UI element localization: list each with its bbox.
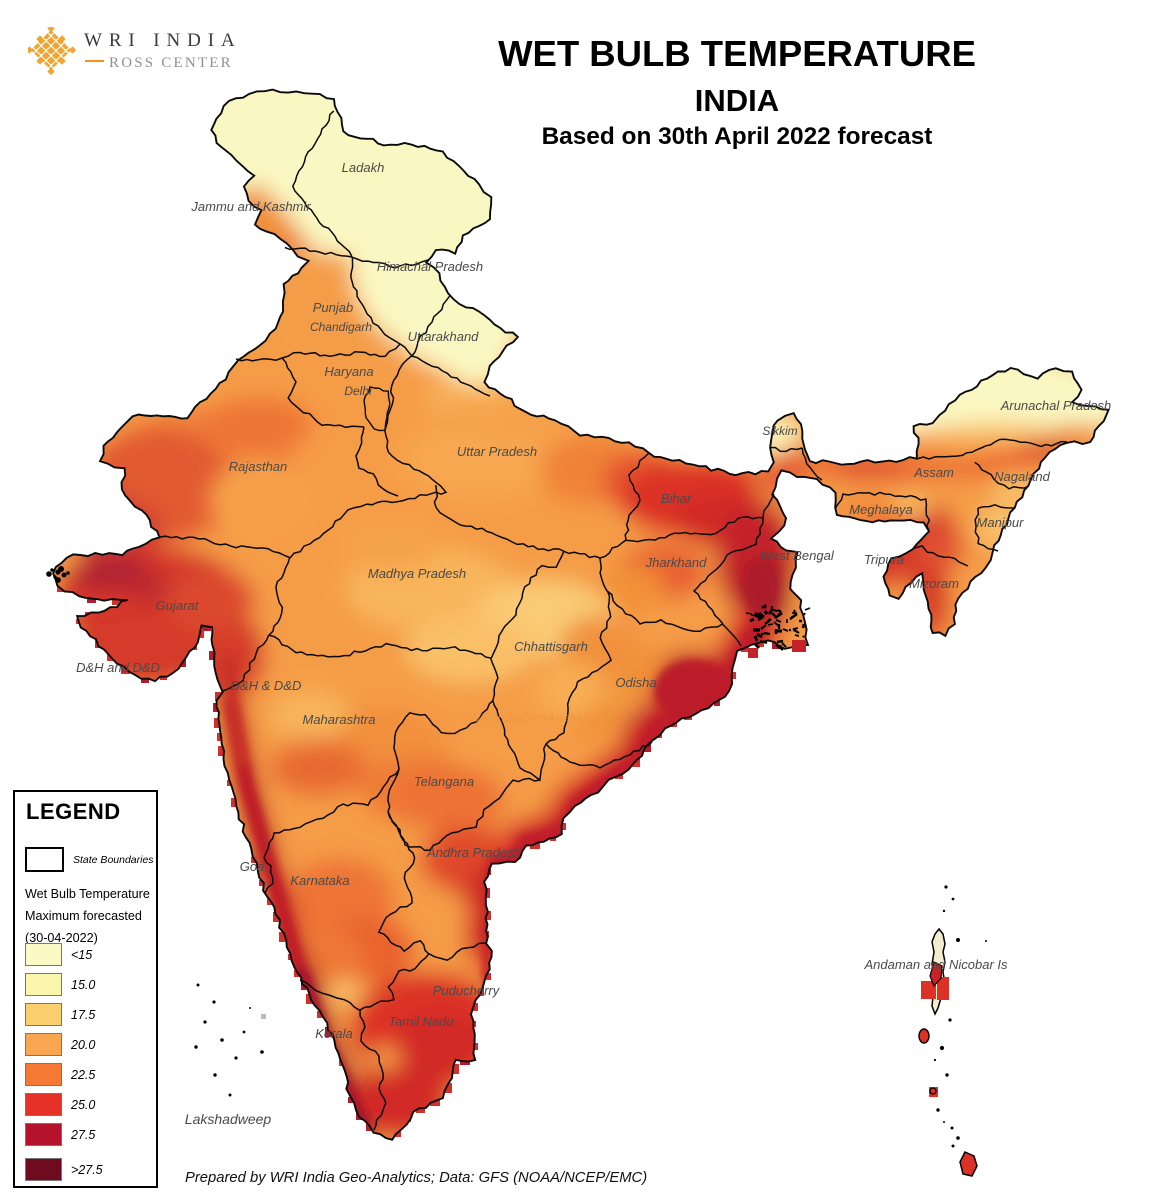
- svg-text:Odisha: Odisha: [615, 675, 656, 690]
- svg-text:Gujarat: Gujarat: [156, 598, 200, 613]
- svg-text:Mizoram: Mizoram: [909, 576, 959, 591]
- svg-text:Assam: Assam: [913, 465, 954, 480]
- svg-text:Manipur: Manipur: [977, 515, 1025, 530]
- svg-text:#WRIIndiaGeoAnalytics: #WRIIndiaGeoAnalytics: [461, 710, 599, 725]
- svg-text:Maharashtra: Maharashtra: [303, 712, 376, 727]
- svg-text:Uttar Pradesh: Uttar Pradesh: [457, 444, 537, 459]
- svg-text:Punjab: Punjab: [313, 300, 353, 315]
- svg-text:Ladakh: Ladakh: [342, 160, 385, 175]
- svg-text:Arunachal Pradesh: Arunachal Pradesh: [1000, 398, 1112, 413]
- svg-text:Uttarakhand: Uttarakhand: [408, 329, 480, 344]
- svg-text:Chhattisgarh: Chhattisgarh: [514, 639, 588, 654]
- svg-text:Lakshadweep: Lakshadweep: [185, 1111, 272, 1127]
- svg-text:Tamil Nadu: Tamil Nadu: [388, 1014, 453, 1029]
- svg-text:Meghalaya: Meghalaya: [849, 502, 913, 517]
- svg-text:Andaman and Nicobar Is: Andaman and Nicobar Is: [863, 957, 1008, 972]
- svg-text:ROSS CENTER: ROSS CENTER: [109, 55, 233, 71]
- svg-text:Jharkhand: Jharkhand: [645, 555, 707, 570]
- svg-text:Bihar: Bihar: [661, 491, 692, 506]
- svg-text:Goa: Goa: [240, 859, 265, 874]
- svg-text:West Bengal: West Bengal: [760, 548, 835, 563]
- svg-text:Telangana: Telangana: [414, 774, 474, 789]
- svg-text:WRI INDIA: WRI INDIA: [84, 30, 242, 51]
- svg-text:Haryana: Haryana: [324, 364, 373, 379]
- svg-text:Kerala: Kerala: [315, 1026, 353, 1041]
- svg-text:Andhra Pradesh: Andhra Pradesh: [426, 845, 521, 860]
- svg-text:Puducherry: Puducherry: [433, 983, 501, 998]
- svg-text:Karnataka: Karnataka: [290, 873, 349, 888]
- svg-text:Madhya Pradesh: Madhya Pradesh: [368, 566, 466, 581]
- svg-text:Chandigarh: Chandigarh: [310, 320, 372, 334]
- svg-text:Sikkim: Sikkim: [762, 424, 797, 438]
- svg-text:D&H and D&D: D&H and D&D: [76, 660, 160, 675]
- svg-text:Nagaland: Nagaland: [994, 469, 1050, 484]
- svg-text:Tripura: Tripura: [864, 552, 904, 567]
- svg-text:Rajasthan: Rajasthan: [229, 459, 288, 474]
- svg-text:Delhi: Delhi: [344, 384, 372, 398]
- svg-text:Jammu and Kashmir: Jammu and Kashmir: [190, 199, 311, 214]
- svg-text:D&H & D&D: D&H & D&D: [231, 678, 302, 693]
- svg-text:Himachal Pradesh: Himachal Pradesh: [377, 259, 483, 274]
